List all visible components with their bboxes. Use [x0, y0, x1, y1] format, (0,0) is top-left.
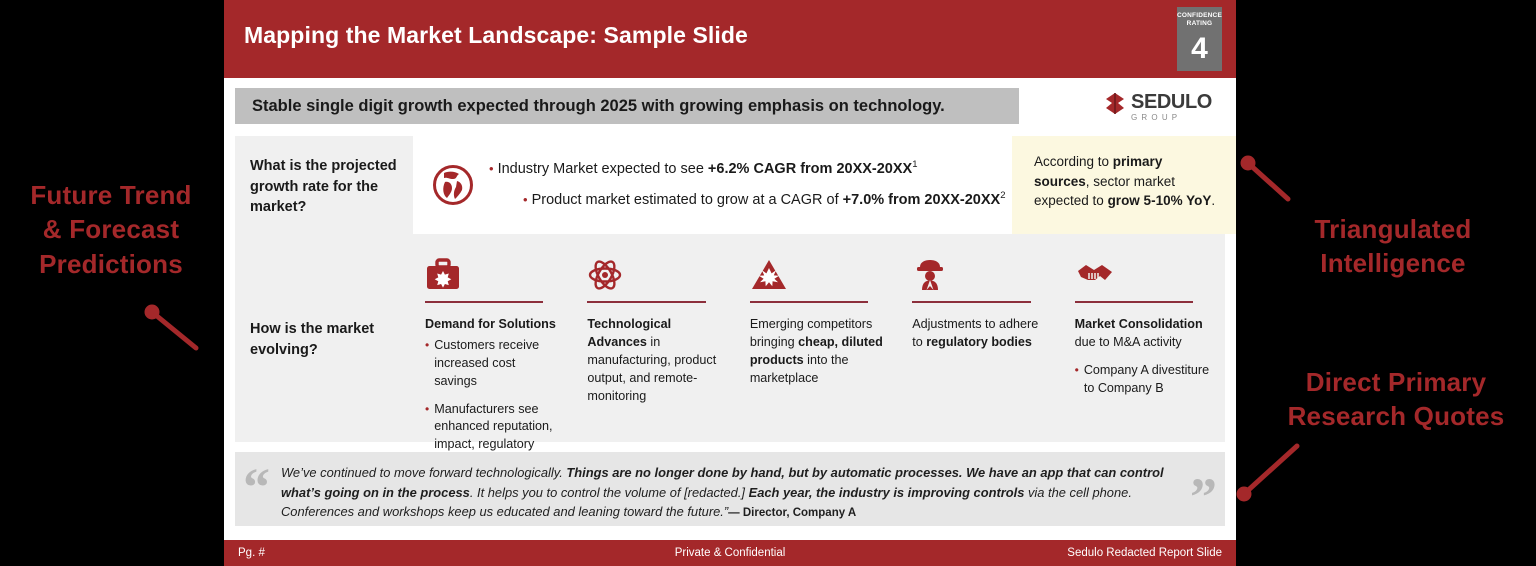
quote-text: We’ve continued to move forward technolo… [281, 463, 1179, 523]
column-rule [749, 301, 869, 303]
quote-attribution: — Director, Company A [728, 507, 857, 520]
confidence-rating-value: 4 [1191, 31, 1208, 65]
evolving-column-consolidation-heading: Market Consolidation [1074, 317, 1203, 331]
evolving-column-technology-body: Technological Advances in manufacturing,… [587, 316, 723, 405]
globe-icon [417, 164, 489, 206]
annotation-future-trend: Future Trend & Forecast Predictions [30, 180, 192, 279]
confidence-rating-label-line1: CONFIDENCE [1177, 12, 1222, 19]
column-rule [1074, 301, 1194, 303]
list-item: • Customers receive increased cost saving… [425, 337, 561, 391]
regulatory-text-pre: Adjustments to adhere to [912, 317, 1039, 349]
evolving-column-demand: Demand for Solutions • Customers receive … [413, 246, 575, 472]
callout-pre: According to [1034, 154, 1113, 169]
growth-bullet-1: • Industry Market expected to see +6.2% C… [489, 158, 1221, 181]
callout-post: . [1211, 193, 1216, 209]
handshake-icon [1075, 252, 1211, 298]
bullet-dot-icon: • [523, 191, 528, 207]
warning-burst-icon [750, 252, 886, 298]
growth-bullet-2-lead: Product market estimated to grow at a CA… [531, 191, 843, 208]
evolving-column-technology-heading: Technological Advances [587, 317, 672, 349]
footer-page-number: Pg. # [238, 547, 265, 559]
police-officer-icon [912, 252, 1048, 298]
bullet-dot-icon: • [425, 337, 430, 352]
footer-confidentiality: Private & Confidential [674, 547, 786, 559]
annotation-triangulated-intelligence: Triangulated Intelligence [1314, 214, 1472, 279]
row-growth-rate: What is the projected growth rate for th… [235, 136, 1236, 235]
callout-bold-growth: grow 5-10% YoY [1107, 193, 1212, 209]
subtitle-row: Stable single digit growth expected thro… [224, 78, 1236, 136]
growth-bullet-2: • Product market estimated to grow at a C… [489, 189, 1221, 212]
subtitle-banner: Stable single digit growth expected thro… [235, 88, 1019, 124]
confidence-rating-label-line2: RATING [1186, 19, 1213, 27]
quote-close-icon: ” [1190, 467, 1217, 527]
competitors-text-post: into the marketplace [749, 352, 849, 385]
quote-part-5: via the cell phone. Conferences and work… [281, 484, 1132, 520]
evolving-column-demand-heading: Demand for Solutions [425, 317, 556, 331]
bullet-dot-icon: • [425, 401, 430, 416]
quote-part-1: We’ve continued to move forward technolo… [281, 465, 567, 480]
column-rule [425, 301, 544, 303]
evolving-column-demand-body: Demand for Solutions • Customers receive … [425, 316, 561, 472]
question-growth-rate: What is the projected growth rate for th… [235, 136, 413, 234]
list-item: • Company A divestiture to Company B [1075, 362, 1211, 398]
slide-body: What is the projected growth rate for th… [224, 136, 1236, 469]
sedulo-logo: SEDULO GROUP [1104, 86, 1224, 128]
bullet-dot-icon: • [1074, 362, 1079, 377]
evolving-column-technology-text: in manufacturing, product output, and re… [587, 334, 717, 403]
sedulo-logo-subword: GROUP [1131, 113, 1182, 122]
growth-rate-bullets: • Industry Market expected to see +6.2% C… [489, 158, 1225, 211]
footer-source: Sedulo Redacted Report Slide [1067, 547, 1222, 559]
evolving-column-regulatory: Adjustments to adhere to regulatory bodi… [900, 246, 1062, 352]
callout-bold-primary-sources: primary sources [1034, 154, 1163, 189]
evolving-column-competitors-body: Emerging competitors bringing cheap, dil… [750, 316, 886, 388]
page-title: Mapping the Market Landscape: Sample Sli… [244, 22, 748, 48]
answer-market-evolving: Demand for Solutions • Customers receive … [413, 234, 1225, 469]
confidence-rating-badge: CONFIDENCE RATING 4 [1177, 7, 1222, 71]
evolving-column-consolidation: Market Consolidation due to M&A activity… [1063, 246, 1225, 398]
atom-icon [587, 252, 723, 298]
competitors-text-pre: Emerging competitors bringing [749, 317, 873, 349]
evolving-column-competitors: Emerging competitors bringing cheap, dil… [738, 246, 900, 388]
evolving-column-consolidation-body: Market Consolidation due to M&A activity… [1075, 316, 1211, 398]
quote-part-3: . It helps you to control the volume of … [469, 484, 749, 500]
quote-open-icon: “ [243, 457, 270, 517]
primary-sources-callout: According to primary sources, sector mar… [1012, 136, 1236, 234]
competitors-text-bold: cheap, diluted products [749, 334, 883, 367]
growth-bullet-1-lead: Industry Market expected to see [497, 161, 708, 178]
slide-header: Mapping the Market Landscape: Sample Sli… [224, 0, 1236, 78]
bullet-dot-icon: • [489, 161, 494, 177]
annotation-direct-primary-research-quotes: Direct Primary Research Quotes [1287, 367, 1505, 432]
slide: Mapping the Market Landscape: Sample Sli… [224, 0, 1236, 566]
quote-part-2: Things are no longer done by hand, but b… [281, 465, 1164, 500]
column-rule [912, 301, 1031, 303]
callout-mid: , sector market expected to [1034, 173, 1176, 209]
growth-bullet-1-footnote: 1 [912, 159, 918, 171]
growth-bullet-1-bold: +6.2% CAGR from 20XX-20XX [707, 161, 913, 178]
growth-bullet-2-bold: +7.0% from 20XX-20XX [842, 191, 1001, 208]
sedulo-logo-word: SEDULO [1131, 91, 1212, 113]
list-item-text: Customers receive increased cost savings [434, 337, 540, 388]
evolving-column-regulatory-body: Adjustments to adhere to regulatory bodi… [912, 316, 1048, 352]
quote-band: “ ” We’ve continued to move forward tech… [235, 452, 1225, 526]
evolving-column-technology: Technological Advances in manufacturing,… [575, 246, 737, 405]
row-market-evolving: How is the market evolving? [235, 234, 1225, 469]
quote-part-4: Each year, the industry is improving con… [748, 484, 1025, 500]
medical-briefcase-icon [425, 252, 561, 298]
slide-footer: Pg. # Private & Confidential Sedulo Reda… [224, 540, 1236, 566]
regulatory-text-bold: regulatory bodies [926, 334, 1032, 349]
question-market-evolving: How is the market evolving? [235, 234, 413, 442]
growth-bullet-2-footnote: 2 [1000, 190, 1006, 201]
sedulo-logo-mark [1106, 93, 1124, 114]
answer-growth-rate: • Industry Market expected to see +6.2% C… [413, 136, 1236, 235]
column-rule [587, 301, 706, 303]
evolving-column-consolidation-text: due to M&A activity [1074, 334, 1182, 349]
list-item-text: Company A divestiture to Company B [1083, 362, 1210, 395]
